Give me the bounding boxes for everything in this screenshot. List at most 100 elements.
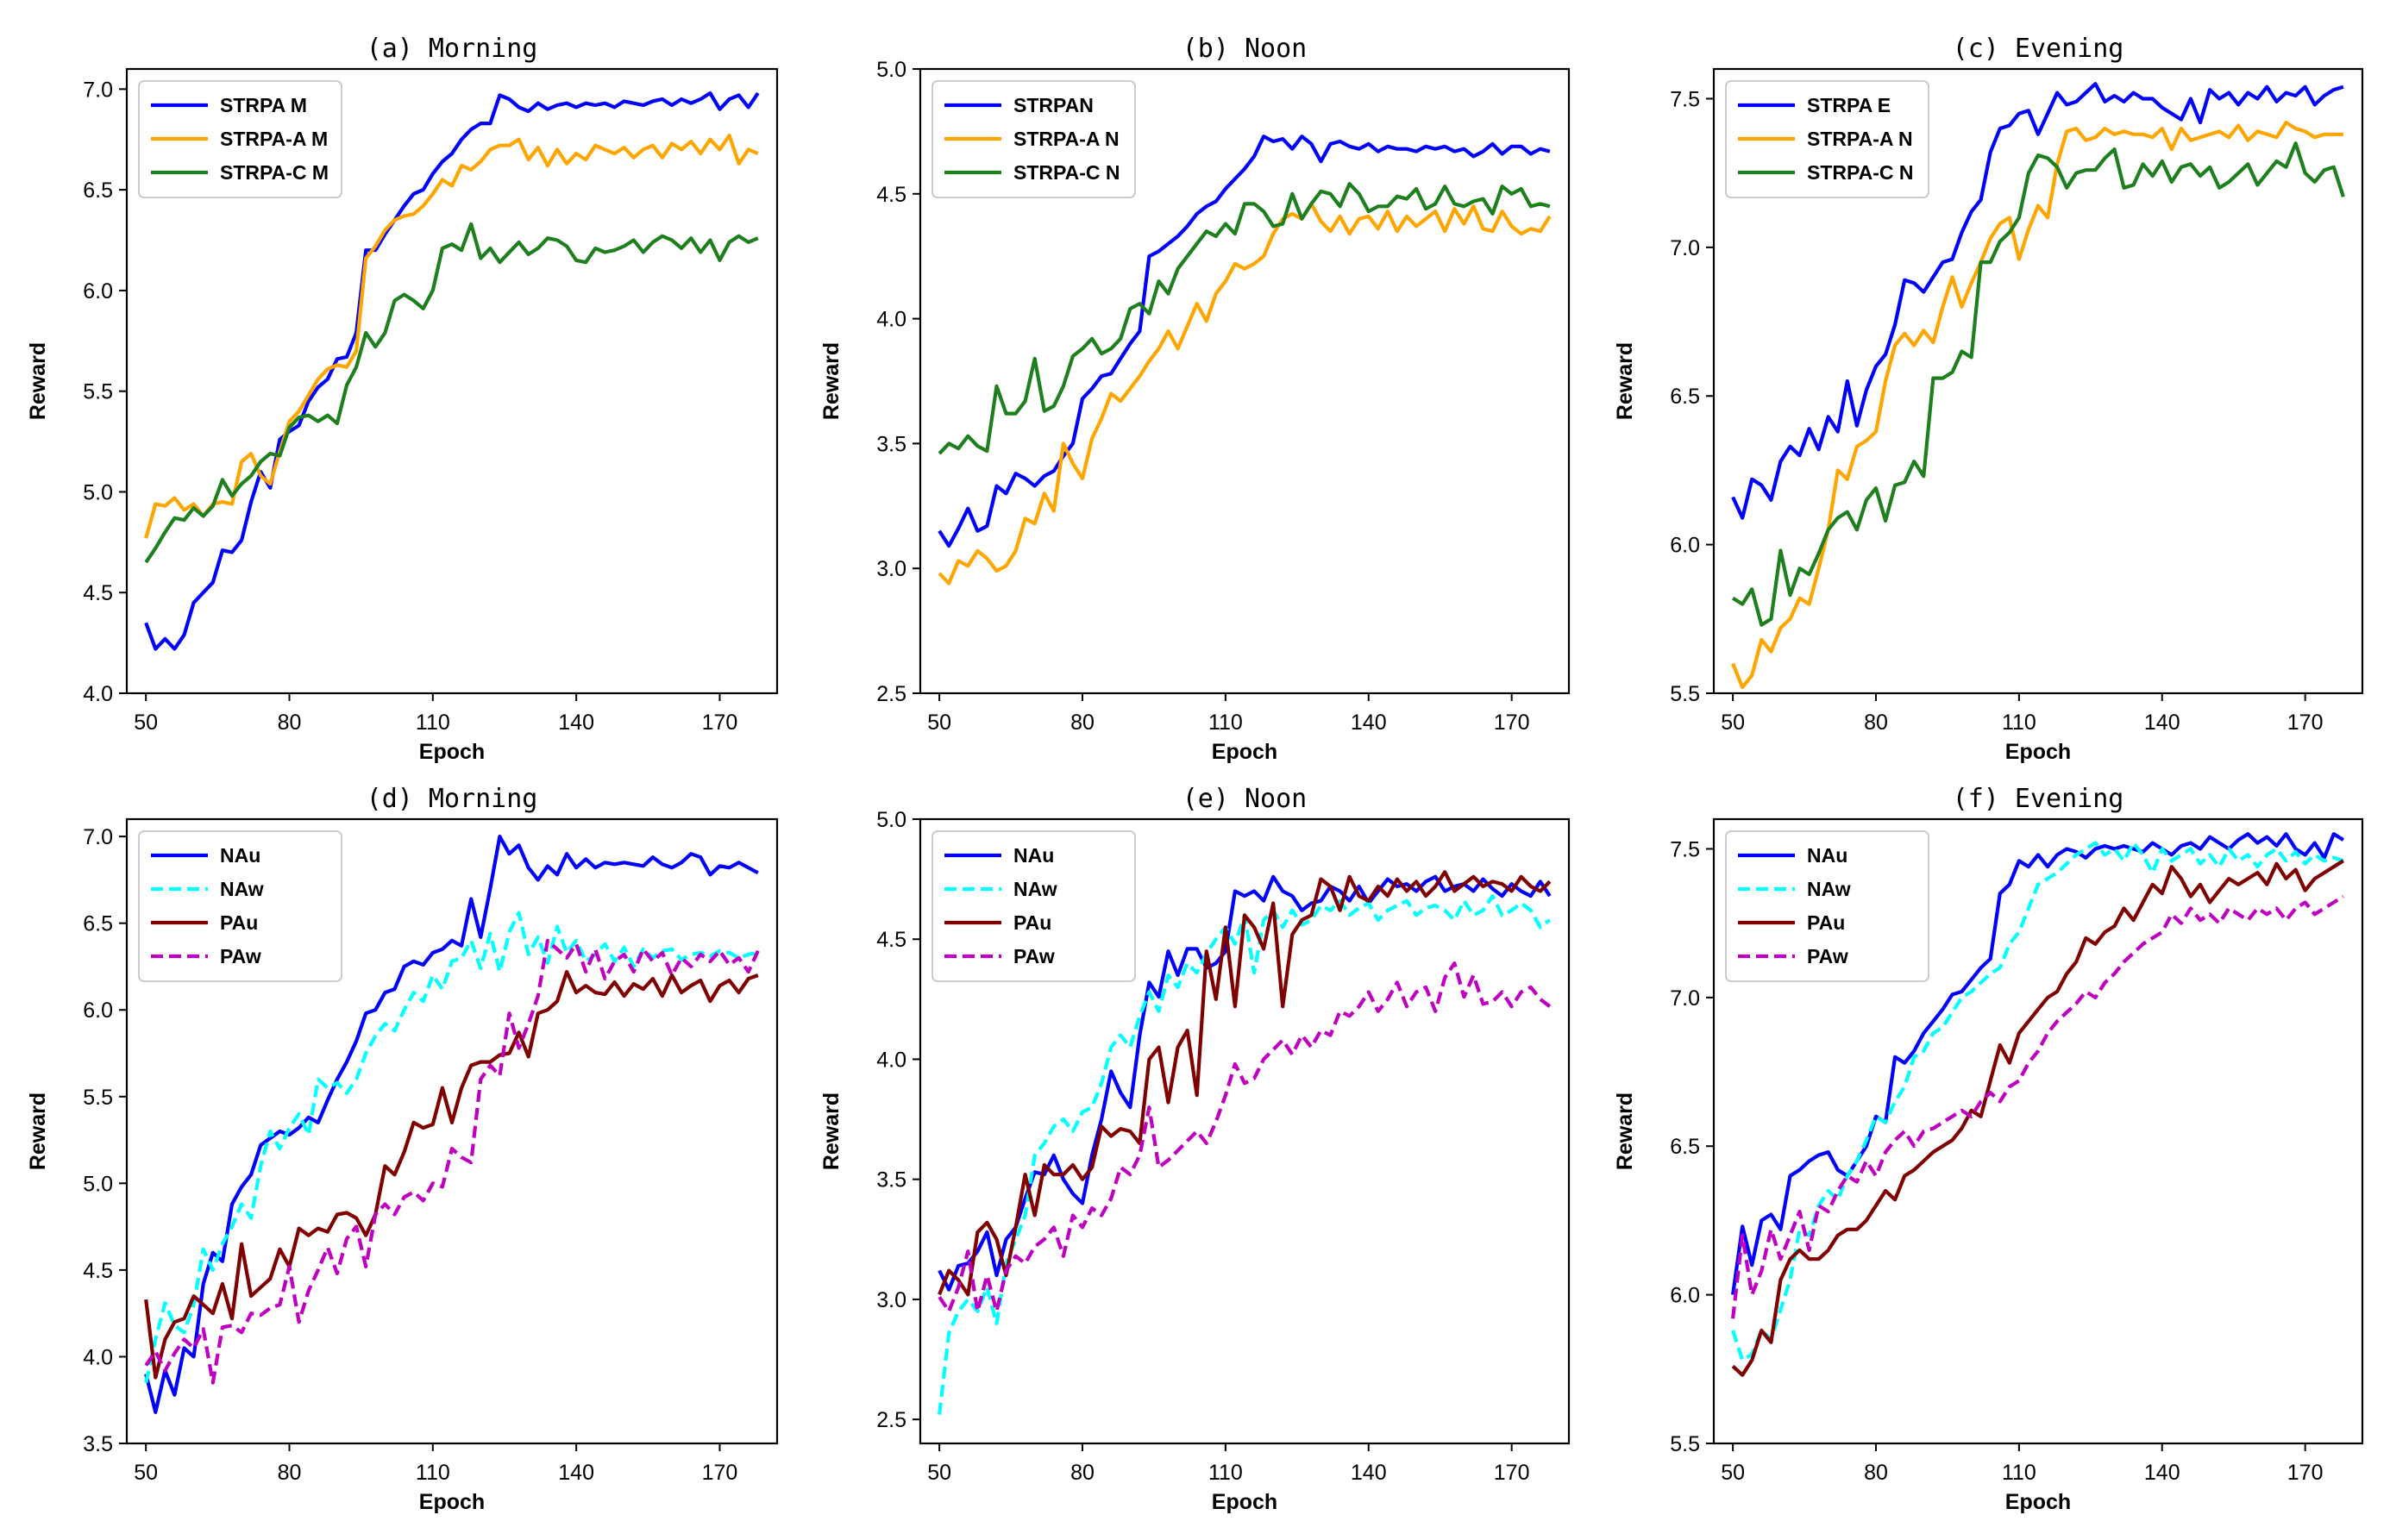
plot-frame bbox=[919, 67, 1571, 695]
x-tick-label: 140 bbox=[2144, 1461, 2180, 1485]
legend-label: NAu bbox=[1807, 844, 1847, 867]
legend-label: NAw bbox=[1807, 878, 1851, 900]
legend-label: STRPA-A N bbox=[1013, 128, 1120, 150]
series-line-strpa-a-n bbox=[938, 202, 1552, 585]
y-tick-label: 7.5 bbox=[1670, 87, 1700, 111]
y-axis-label: Reward bbox=[819, 342, 844, 420]
legend-label: STRPA-C N bbox=[1807, 161, 1914, 184]
legend: STRPA E STRPA-A N STRPA-C N bbox=[1725, 80, 1929, 198]
chart-title: (c) Evening bbox=[1953, 34, 2124, 64]
series-line-nau bbox=[144, 834, 759, 1414]
x-tick-label: 170 bbox=[702, 1461, 738, 1485]
legend-label: PAu bbox=[1013, 911, 1051, 934]
x-tick-label: 80 bbox=[1070, 1461, 1095, 1485]
y-tick-label: 7.5 bbox=[1670, 837, 1700, 861]
y-tick-label: 5.0 bbox=[83, 480, 113, 504]
legend-label: NAu bbox=[220, 844, 260, 867]
x-tick-label: 140 bbox=[558, 711, 594, 735]
series-line-strpa-c-n bbox=[938, 182, 1551, 455]
series-line-strpa-a-n bbox=[1731, 121, 2343, 690]
plot-frame bbox=[1712, 817, 2364, 1445]
series-line-strpa-a-m bbox=[144, 134, 759, 539]
chart-panel-4: 50 80 110 140 170 2.5 3.0 3.5 4.0 4.5 5.0 (e) Noon E… bbox=[819, 784, 1571, 1514]
x-tick-label: 170 bbox=[702, 711, 738, 735]
y-tick-label: 4.5 bbox=[876, 183, 906, 207]
series-line-nau bbox=[1731, 832, 2345, 1295]
series-line-paw bbox=[938, 961, 1552, 1313]
legend-label: STRPA-A M bbox=[220, 128, 328, 150]
x-axis-label: Epoch bbox=[419, 1490, 485, 1514]
y-tick-label: 6.0 bbox=[1670, 1284, 1700, 1308]
x-tick-label: 80 bbox=[1864, 711, 1888, 735]
y-tick-label: 5.5 bbox=[83, 1086, 113, 1110]
x-tick-label: 50 bbox=[927, 711, 951, 735]
y-tick-label: 3.0 bbox=[876, 557, 906, 581]
x-tick-label: 110 bbox=[1208, 711, 1243, 735]
chart-panel-3: 50 80 110 140 170 3.5 4.0 4.5 5.0 5.5 6.0 6.5 7.0 (d)… bbox=[26, 784, 779, 1514]
y-tick-label: 5.5 bbox=[1670, 682, 1700, 706]
y-tick-label: 4.0 bbox=[83, 1345, 113, 1369]
legend-box bbox=[1725, 830, 1929, 982]
legend: NAu NAw PAu PAw bbox=[138, 830, 342, 982]
x-tick-label: 80 bbox=[278, 1461, 302, 1485]
chart-panel-5: 50 80 110 140 170 5.5 6.0 6.5 7.0 7.5 (f) Evening E… bbox=[1613, 784, 2364, 1514]
y-axis-label: Reward bbox=[1613, 342, 1637, 420]
x-axis-label: Epoch bbox=[2005, 740, 2071, 764]
x-tick-label: 50 bbox=[1721, 711, 1745, 735]
series-line-strpa-e bbox=[1731, 82, 2344, 520]
x-tick-label: 110 bbox=[2002, 1461, 2036, 1485]
series-line-paw bbox=[1731, 894, 2345, 1319]
legend-label: STRPA-C N bbox=[1013, 161, 1120, 184]
y-tick-label: 4.5 bbox=[83, 581, 113, 605]
x-tick-label: 50 bbox=[927, 1461, 951, 1485]
x-tick-label: 170 bbox=[1494, 711, 1530, 735]
series-line-strpan bbox=[938, 135, 1551, 548]
y-axis-label: Reward bbox=[1613, 1092, 1637, 1170]
y-axis-label: Reward bbox=[26, 342, 50, 420]
legend: NAu NAw PAu PAw bbox=[1725, 830, 1929, 982]
legend-label: PAu bbox=[220, 911, 258, 934]
x-tick-label: 110 bbox=[2002, 711, 2036, 735]
y-tick-label: 5.5 bbox=[83, 380, 113, 404]
series-line-paw bbox=[144, 938, 760, 1385]
legend-label: STRPA-C M bbox=[220, 161, 329, 184]
chart-title: (d) Morning bbox=[367, 784, 538, 814]
y-axis-label: Reward bbox=[819, 1092, 844, 1170]
legend-label: PAw bbox=[1013, 945, 1055, 967]
y-tick-label: 4.5 bbox=[83, 1259, 113, 1283]
chart-title: (e) Noon bbox=[1182, 784, 1308, 814]
legend-label: NAw bbox=[220, 878, 264, 900]
legend: STRPAN STRPA-A N STRPA-C N bbox=[932, 80, 1136, 198]
series-line-pau bbox=[144, 969, 759, 1380]
x-tick-label: 140 bbox=[1351, 711, 1387, 735]
chart-panel-1: 50 80 110 140 170 2.5 3.0 3.5 4.0 4.5 5.0 (b) Noon E… bbox=[819, 34, 1571, 764]
y-tick-label: 2.5 bbox=[876, 682, 906, 706]
y-tick-label: 5.0 bbox=[83, 1172, 113, 1196]
y-tick-label: 6.0 bbox=[83, 998, 113, 1023]
legend: NAu NAw PAu PAw bbox=[932, 830, 1136, 982]
x-axis-label: Epoch bbox=[1212, 740, 1277, 764]
legend: STRPA M STRPA-A M STRPA-C M bbox=[138, 80, 342, 198]
legend-label: NAw bbox=[1013, 878, 1057, 900]
x-tick-label: 110 bbox=[1208, 1461, 1243, 1485]
legend-label: STRPA M bbox=[220, 94, 307, 116]
legend-box bbox=[138, 830, 342, 982]
chart-title: (a) Morning bbox=[367, 34, 538, 64]
x-axis-label: Epoch bbox=[2005, 1490, 2071, 1514]
x-tick-label: 140 bbox=[2144, 711, 2180, 735]
y-tick-label: 6.5 bbox=[83, 178, 113, 203]
y-tick-label: 7.0 bbox=[83, 825, 113, 849]
legend-box bbox=[1725, 80, 1929, 198]
y-tick-label: 6.5 bbox=[1670, 385, 1700, 409]
y-tick-label: 7.0 bbox=[1670, 986, 1700, 1011]
series-line-strpa-c-m bbox=[144, 222, 759, 564]
x-axis-label: Epoch bbox=[1212, 1490, 1277, 1514]
legend-box bbox=[138, 80, 342, 198]
x-tick-label: 80 bbox=[278, 711, 302, 735]
y-tick-label: 4.0 bbox=[876, 308, 906, 332]
x-tick-label: 110 bbox=[416, 1461, 450, 1485]
y-tick-label: 4.0 bbox=[876, 1048, 906, 1072]
y-tick-label: 3.5 bbox=[876, 1168, 906, 1193]
legend-label: PAw bbox=[220, 945, 261, 967]
y-axis-label: Reward bbox=[26, 1092, 50, 1170]
